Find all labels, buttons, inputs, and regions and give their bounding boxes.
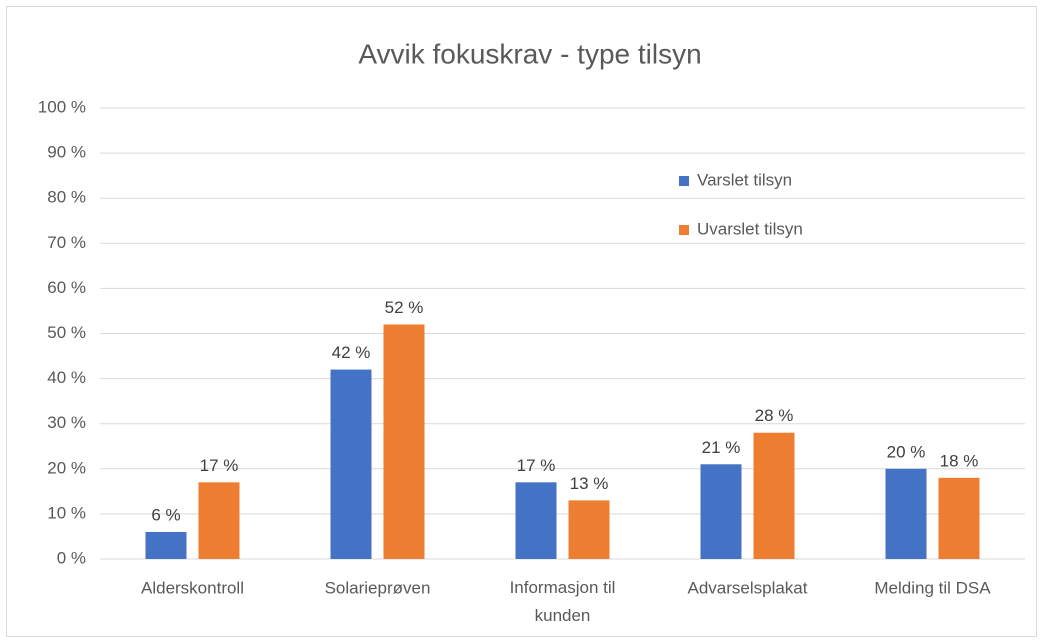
y-tick-label: 100 % (38, 97, 86, 116)
legend-label: Uvarslet tilsyn (697, 219, 803, 238)
data-label: 52 % (385, 298, 424, 317)
y-tick-label: 90 % (47, 143, 86, 162)
y-tick-label: 0 % (57, 548, 86, 567)
data-label: 6 % (151, 505, 180, 524)
x-tick-label: Solarieprøven (325, 578, 431, 597)
bar (938, 477, 980, 559)
bar (330, 369, 372, 559)
data-label: 42 % (332, 343, 371, 362)
data-label: 18 % (940, 451, 979, 470)
data-label: 17 % (517, 456, 556, 475)
x-tick-label: Advarselsplakat (687, 578, 807, 597)
bar (198, 482, 240, 559)
y-tick-label: 70 % (47, 233, 86, 252)
legend-swatch (679, 176, 689, 186)
data-label: 21 % (702, 438, 741, 457)
bar (515, 482, 557, 559)
y-tick-label: 20 % (47, 458, 86, 477)
data-label: 17 % (200, 456, 239, 475)
bar (568, 500, 610, 559)
y-tick-label: 40 % (47, 368, 86, 387)
data-label: 13 % (570, 474, 609, 493)
bar (700, 464, 742, 559)
legend-label: Varslet tilsyn (697, 170, 792, 189)
bar (383, 324, 425, 559)
y-tick-label: 50 % (47, 323, 86, 342)
bar (145, 531, 187, 559)
bar (885, 468, 927, 559)
y-tick-label: 80 % (47, 188, 86, 207)
y-tick-label: 10 % (47, 503, 86, 522)
y-tick-label: 60 % (47, 278, 86, 297)
legend-swatch (679, 225, 689, 235)
x-tick-label: Informasjon til kunden (510, 578, 616, 625)
bar (753, 432, 795, 559)
x-tick-label: Melding til DSA (874, 578, 991, 597)
y-tick-label: 30 % (47, 413, 86, 432)
chart-title: Avvik fokuskrav - type tilsyn (358, 38, 701, 69)
x-tick-label: Alderskontroll (141, 578, 244, 597)
data-label: 20 % (887, 442, 926, 461)
data-label: 28 % (755, 406, 794, 425)
